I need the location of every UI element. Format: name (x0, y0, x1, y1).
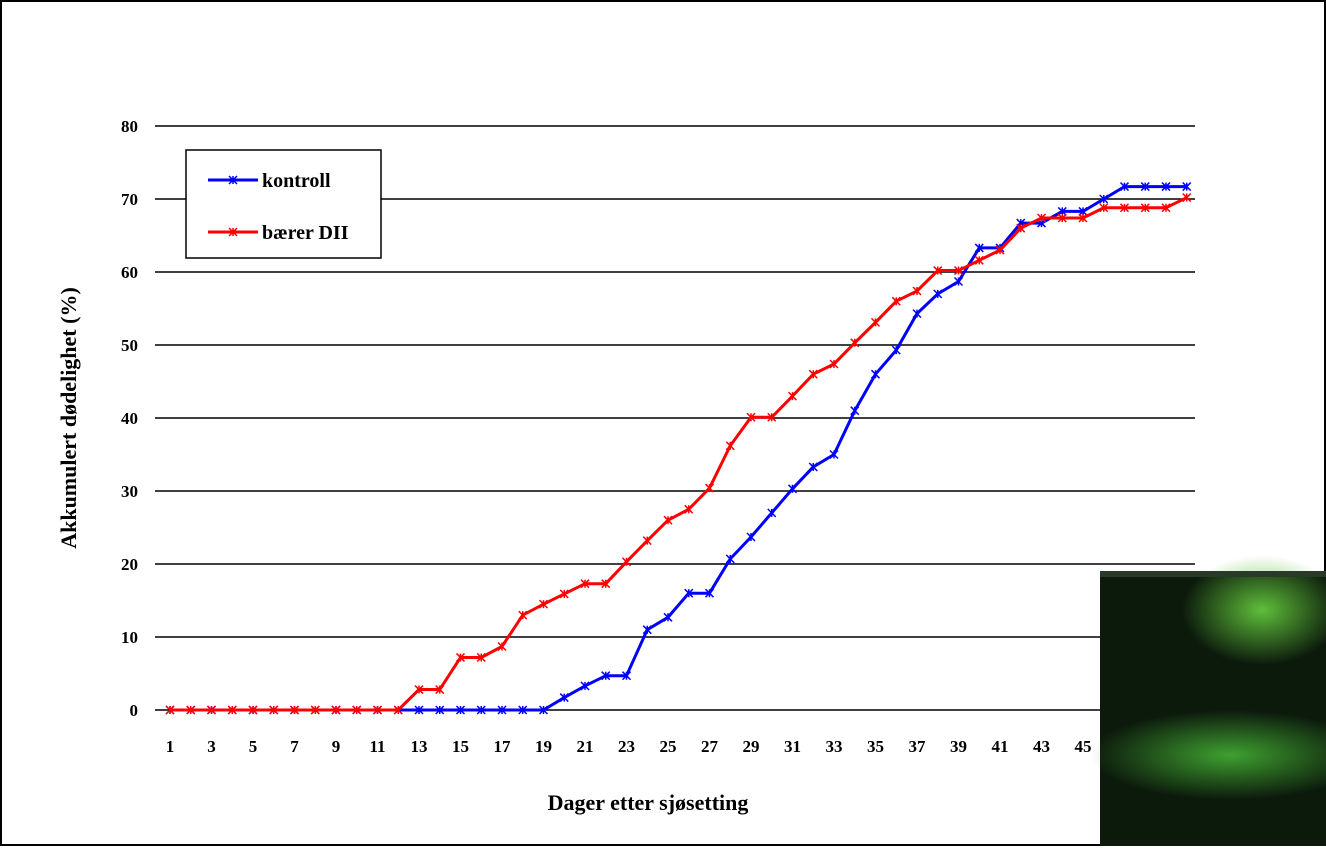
y-tick-label: 70 (121, 190, 138, 209)
x-tick-label: 31 (784, 737, 801, 756)
x-tick-label: 29 (743, 737, 760, 756)
x-tick-label: 3 (207, 737, 216, 756)
x-tick-label: 39 (950, 737, 967, 756)
legend: kontroll bærer DII (186, 150, 381, 258)
y-tick-label: 0 (130, 701, 139, 720)
x-tick-label: 15 (452, 737, 469, 756)
x-tick-label: 21 (577, 737, 594, 756)
y-tick-label: 10 (121, 628, 138, 647)
photo (1090, 555, 1326, 846)
x-tick-label: 9 (332, 737, 341, 756)
x-tick-label: 19 (535, 737, 552, 756)
legend-label: bærer DII (262, 222, 349, 244)
x-tick-label: 13 (411, 737, 428, 756)
x-tick-label: 37 (909, 737, 927, 756)
y-tick-label: 20 (121, 555, 138, 574)
x-tick-label: 7 (290, 737, 299, 756)
y-tick-label: 60 (121, 263, 138, 282)
y-axis-label: Akkumulert dødelighet (%) (56, 287, 81, 549)
y-tick-label: 40 (121, 409, 138, 428)
x-tick-label: 43 (1033, 737, 1050, 756)
x-tick-label: 1 (166, 737, 175, 756)
y-tick-label: 80 (121, 117, 138, 136)
x-tick-label: 41 (992, 737, 1009, 756)
page: {"chart_data": { "type": "line", "x_labe… (0, 0, 1326, 846)
x-tick-label: 5 (249, 737, 258, 756)
x-tick-label: 35 (867, 737, 884, 756)
y-tick-label: 50 (121, 336, 138, 355)
chart: Dager etter sjøsetting Akkumulert dødeli… (0, 0, 1326, 846)
x-tick-label: 45 (1075, 737, 1092, 756)
x-tick-label: 25 (660, 737, 677, 756)
x-axis-label: Dager etter sjøsetting (548, 790, 749, 815)
x-tick-label: 17 (494, 737, 512, 756)
legend-label: kontroll (262, 170, 331, 192)
x-tick-label: 27 (701, 737, 719, 756)
x-tick-label: 23 (618, 737, 635, 756)
y-tick-label: 30 (121, 482, 138, 501)
x-tick-label: 33 (826, 737, 843, 756)
x-tick-label: 11 (369, 737, 385, 756)
